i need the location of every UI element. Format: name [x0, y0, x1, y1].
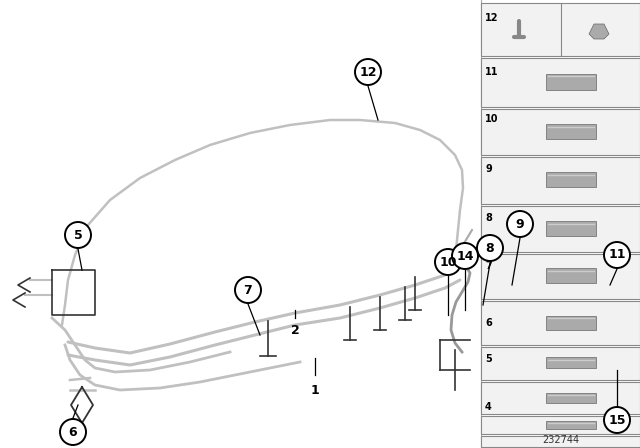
Text: 12: 12 — [485, 13, 499, 23]
Bar — [481, 254, 640, 299]
Text: 2: 2 — [291, 323, 300, 336]
Text: 5: 5 — [485, 354, 492, 364]
Circle shape — [477, 235, 503, 261]
Text: 8: 8 — [485, 213, 492, 223]
Bar — [546, 357, 596, 368]
Text: 6: 6 — [68, 426, 77, 439]
Bar — [546, 268, 596, 283]
Circle shape — [60, 419, 86, 445]
Text: 9: 9 — [516, 217, 524, 231]
Text: 15: 15 — [608, 414, 626, 426]
Circle shape — [452, 243, 478, 269]
Bar — [546, 421, 596, 429]
Bar — [546, 221, 596, 236]
Bar — [481, 58, 640, 107]
Bar — [546, 393, 596, 403]
Text: 11: 11 — [608, 249, 626, 262]
Text: 5: 5 — [74, 228, 83, 241]
Text: 6: 6 — [485, 318, 492, 328]
Bar — [546, 74, 596, 90]
Text: 232744: 232744 — [543, 435, 580, 445]
Circle shape — [235, 277, 261, 303]
Bar — [481, 109, 640, 155]
Text: 7: 7 — [244, 284, 252, 297]
Circle shape — [604, 242, 630, 268]
Bar — [481, 382, 640, 414]
Circle shape — [435, 249, 461, 275]
Text: 14: 14 — [456, 250, 474, 263]
Text: 1: 1 — [310, 383, 319, 396]
Circle shape — [355, 59, 381, 85]
Circle shape — [604, 407, 630, 433]
Bar — [481, 3, 640, 56]
Text: 10: 10 — [439, 255, 457, 268]
Bar — [481, 157, 640, 204]
Text: 8: 8 — [486, 241, 494, 254]
Bar — [481, 347, 640, 380]
Text: 4: 4 — [485, 402, 492, 412]
Bar — [546, 124, 596, 139]
Circle shape — [507, 211, 533, 237]
Text: 11: 11 — [485, 67, 499, 77]
Circle shape — [65, 222, 91, 248]
Bar — [546, 316, 596, 330]
Text: 9: 9 — [485, 164, 492, 174]
Text: 12: 12 — [359, 65, 377, 78]
Text: 7: 7 — [485, 261, 492, 271]
Polygon shape — [589, 24, 609, 39]
Bar — [481, 436, 640, 447]
Text: 10: 10 — [485, 114, 499, 124]
Bar — [481, 416, 640, 434]
Bar — [481, 206, 640, 252]
Bar — [481, 301, 640, 345]
Bar — [546, 172, 596, 187]
